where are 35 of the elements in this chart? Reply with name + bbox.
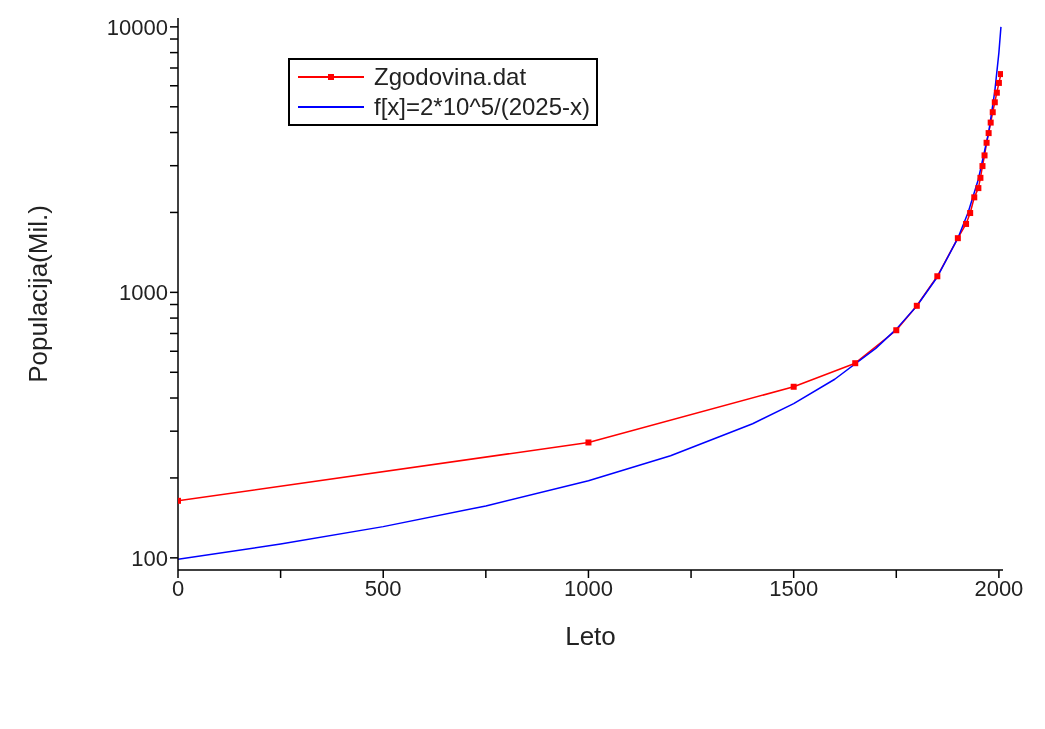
point [981,152,988,159]
point [893,327,900,334]
point [954,235,961,242]
point [852,360,859,367]
point [934,273,941,280]
point [967,210,974,217]
point [963,220,970,227]
point [975,185,982,192]
x-axis-title: Leto [565,621,616,651]
point [971,194,978,201]
legend-label: Zgodovina.dat [374,62,527,92]
line-series [178,26,1002,560]
x-tick-label: 500 [364,575,402,601]
point [987,119,994,126]
legend-label: f[x]=2*10^5/(2025-x) [374,92,591,122]
point [983,139,990,146]
point [585,439,592,446]
point [985,130,992,137]
point [991,99,998,106]
point [995,79,1002,86]
y-tick-label: 10000 [106,14,168,40]
point [790,383,797,390]
y-tick-label: 100 [131,545,168,571]
point [989,109,996,116]
point [979,163,986,170]
x-tick-label: 0 [171,575,185,601]
y-axis-title: Populacija(Mil.) [23,205,54,383]
x-tick-label: 1500 [769,575,819,601]
x-tick-label: 2000 [974,575,1024,601]
point [977,174,984,181]
x-tick-label: 1000 [563,575,613,601]
point [993,89,1000,96]
point [997,71,1003,78]
point [913,302,920,309]
y-tick-label: 1000 [119,280,168,306]
